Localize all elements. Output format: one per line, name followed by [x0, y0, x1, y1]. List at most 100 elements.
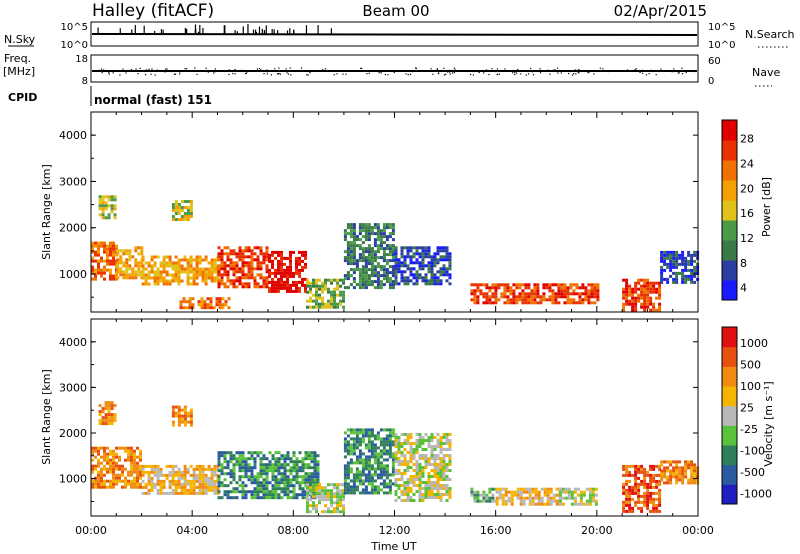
heatmap-cell — [421, 246, 425, 250]
heatmap-cell — [555, 493, 559, 497]
heatmap-cell — [127, 455, 130, 459]
heatmap-cell — [660, 280, 664, 284]
heatmap-cell — [220, 273, 224, 277]
heatmap-cell — [286, 484, 290, 488]
heatmap-cell — [98, 213, 102, 217]
heatmap-cell — [321, 486, 324, 490]
heatmap-cell — [531, 490, 535, 494]
nave-point — [574, 69, 576, 71]
velocity-colorbar-label: Velocity [m s⁻¹] — [762, 381, 775, 466]
heatmap-cell — [315, 492, 318, 496]
heatmap-cell — [125, 273, 129, 277]
heatmap-cell — [409, 270, 413, 274]
heatmap-cell — [298, 256, 301, 260]
heatmap-cell — [476, 286, 480, 290]
heatmap-cell — [495, 490, 499, 494]
heatmap-cell — [445, 279, 449, 283]
nave-point — [607, 70, 609, 73]
heatmap-cell — [442, 442, 446, 445]
heatmap-cell — [177, 414, 181, 418]
heatmap-cell — [298, 250, 301, 254]
heatmap-cell — [672, 466, 676, 470]
heatmap-cell — [418, 267, 422, 271]
heatmap-cell — [177, 491, 181, 495]
heatmap-cell — [663, 475, 667, 479]
heatmap-cell — [183, 258, 187, 262]
heatmap-cell — [253, 463, 257, 467]
heatmap-cell — [382, 479, 386, 483]
heatmap-cell — [412, 499, 416, 502]
nave-point — [671, 70, 673, 72]
heatmap-cell — [147, 488, 151, 492]
heatmap-cell — [391, 452, 395, 456]
heatmap-cell — [229, 475, 233, 479]
heatmap-cell — [274, 460, 278, 464]
heatmap-cell — [309, 284, 312, 288]
heatmap-cell — [625, 494, 629, 498]
heatmap-cell — [370, 431, 374, 435]
heatmap-cell — [209, 306, 213, 310]
heatmap-cell — [327, 290, 330, 294]
heatmap-cell — [207, 267, 211, 271]
heatmap-cell — [139, 485, 142, 489]
heatmap-cell — [382, 482, 386, 486]
heatmap-cell — [107, 410, 111, 414]
heatmap-cell — [153, 270, 157, 274]
heatmap-cell — [418, 445, 422, 448]
heatmap-cell — [439, 267, 443, 271]
heatmap-cell — [180, 206, 184, 209]
heatmap-cell — [397, 469, 401, 472]
heatmap-cell — [98, 413, 102, 417]
heatmap-cell — [189, 423, 193, 427]
heatmap-cell — [223, 478, 227, 482]
heatmap-cell — [104, 201, 108, 205]
heatmap-cell — [358, 280, 362, 284]
heatmap-cell — [625, 299, 629, 303]
heatmap-cell — [364, 235, 368, 239]
heatmap-cell — [421, 255, 425, 259]
heatmap-cell — [217, 246, 221, 250]
heatmap-cell — [197, 303, 201, 307]
heatmap-cell — [561, 490, 565, 494]
heatmap-cell — [130, 452, 133, 456]
heatmap-cell — [533, 286, 537, 290]
heatmap-cell — [394, 264, 398, 268]
nave-point — [557, 72, 559, 74]
heatmap-cell — [179, 306, 183, 310]
heatmap-cell — [418, 439, 422, 442]
heatmap-cell — [433, 484, 437, 487]
heatmap-cell — [663, 268, 667, 272]
heatmap-cell — [312, 281, 315, 285]
heatmap-cell — [666, 262, 670, 266]
heatmap-cell — [268, 481, 272, 485]
heatmap-cell — [672, 277, 676, 281]
heatmap-cell — [436, 457, 440, 460]
heatmap-cell — [504, 487, 508, 491]
heatmap-cell — [265, 276, 269, 280]
heatmap-cell — [349, 461, 353, 465]
heatmap-cell — [693, 469, 697, 473]
heatmap-cell — [183, 411, 187, 415]
heatmap-cell — [403, 454, 407, 457]
heatmap-cell — [382, 274, 386, 278]
heatmap-cell — [192, 467, 196, 471]
heatmap-cell — [109, 259, 112, 263]
heatmap-cell — [588, 496, 592, 500]
heatmap-cell — [534, 487, 538, 491]
heatmap-cell — [277, 280, 280, 284]
heatmap-cell — [253, 487, 257, 491]
heatmap-cell — [241, 258, 245, 262]
heatmap-cell — [235, 457, 239, 461]
heatmap-cell — [666, 481, 670, 485]
heatmap-cell — [376, 262, 380, 266]
heatmap-cell — [174, 212, 178, 215]
heatmap-cell — [112, 458, 115, 462]
heatmap-cell — [113, 207, 117, 211]
heatmap-cell — [124, 485, 127, 489]
heatmap-cell — [183, 464, 187, 468]
heatmap-cell — [313, 463, 317, 467]
heatmap-cell — [301, 463, 305, 467]
heatmap-cell — [104, 401, 108, 405]
heatmap-cell — [183, 267, 187, 271]
heatmap-cell — [593, 289, 597, 293]
